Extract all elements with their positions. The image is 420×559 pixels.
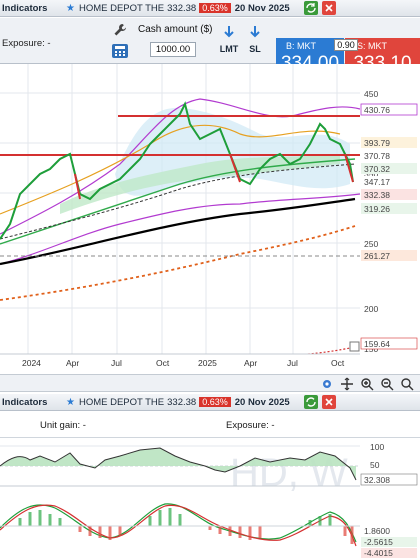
- price-tick-250: 250: [364, 239, 378, 249]
- instrument-name-2: HOME DEPOT THE: [78, 396, 165, 408]
- macd-value-2: -2.5615: [364, 537, 393, 547]
- chart-grid: [0, 64, 360, 354]
- price-down-segments: [74, 153, 354, 200]
- macd-histogram-positive: [18, 508, 332, 526]
- marker-resistance: 370.78: [364, 151, 390, 161]
- zoom-out-icon[interactable]: [380, 377, 394, 391]
- price-tick-200: 200: [364, 304, 378, 314]
- price-change-badge: 0.63%: [199, 3, 231, 13]
- x-label-oct-2025: Oct: [331, 358, 345, 368]
- info-icon[interactable]: [349, 341, 360, 352]
- position-info-row: Unit gain: - Exposure: -: [0, 412, 420, 438]
- pan-icon[interactable]: [340, 377, 354, 391]
- x-label-jul-2025: Jul: [287, 358, 298, 368]
- green-band: [60, 154, 340, 214]
- oscillator-line: [0, 447, 357, 481]
- indicator-panel[interactable]: HD, W 100 50 32.308 1.8600 -2.5615 -4.40…: [0, 438, 420, 559]
- x-label-2024: 2024: [22, 358, 41, 368]
- marker-upper-band: 430.76: [364, 105, 390, 115]
- limit-order-label: LMT: [219, 44, 239, 54]
- price-markers: 430.76 393.79 370.78 370.32 347.17 332.3…: [360, 103, 418, 350]
- long-ma-line: [0, 197, 356, 266]
- marker-black-ma: 347.17: [364, 177, 390, 187]
- stop-loss-label: SL: [249, 44, 261, 54]
- instrument-price-2: 332.38: [167, 396, 197, 408]
- x-label-apr-2025: Apr: [244, 358, 257, 368]
- price-series-line: [0, 101, 354, 240]
- marker-dashed-ma: 370.32: [364, 164, 390, 174]
- exposure-label: Exposure: -: [2, 38, 51, 49]
- close-icon-2[interactable]: [321, 395, 336, 409]
- cash-amount-input[interactable]: 1000.00: [150, 42, 196, 57]
- x-label-oct-2024: Oct: [156, 358, 170, 368]
- refresh-icon[interactable]: [303, 1, 318, 15]
- x-axis-bg: [0, 354, 360, 374]
- unit-gain-label: Unit gain: -: [40, 420, 86, 431]
- calculator-icon[interactable]: [112, 44, 128, 58]
- instrument-date-2: 20 Nov 2025: [234, 396, 290, 408]
- macd-value-3: -4.4015: [364, 548, 393, 558]
- indicators-title-2[interactable]: Indicators: [2, 396, 48, 408]
- star-icon-2[interactable]: ★: [66, 396, 75, 408]
- price-tick-450: 450: [364, 89, 378, 99]
- x-label-apr-2024: Apr: [66, 358, 79, 368]
- sell-label: S: MKT: [357, 41, 388, 51]
- price-change-badge-2: 0.63%: [199, 397, 231, 407]
- osc-tick-100: 100: [370, 442, 384, 452]
- signal-line: [0, 504, 357, 547]
- osc-value: 32.308: [364, 475, 390, 485]
- zoom-in-icon[interactable]: [360, 377, 374, 391]
- reset-zoom-icon[interactable]: [400, 377, 414, 391]
- instrument-date: 20 Nov 2025: [234, 2, 290, 14]
- marker-orange-ma: 393.79: [364, 138, 390, 148]
- trade-panel: Exposure: - Cash amount ($) 1000.00 LMT …: [0, 18, 420, 82]
- macd-histogram-negative: [78, 526, 354, 544]
- stop-loss-icon: [250, 26, 260, 38]
- wrench-icon[interactable]: [112, 22, 128, 38]
- x-label-jul-2024: Jul: [111, 358, 122, 368]
- marker-green-ma: 319.26: [364, 204, 390, 214]
- marker-last-price: 332.38: [364, 190, 390, 200]
- close-icon[interactable]: [321, 1, 336, 15]
- price-chart[interactable]: 450 400 350 300 250 200 150 430.76 393.7…: [0, 64, 420, 374]
- cash-amount-label: Cash amount ($): [138, 24, 213, 35]
- refresh-icon-2[interactable]: [303, 395, 318, 409]
- lower-band-line: [0, 193, 361, 265]
- stop-loss-button[interactable]: SL: [244, 22, 266, 60]
- second-toolbar: Indicators ★ HOME DEPOT THE 332.38 0.63%…: [0, 394, 420, 411]
- limit-order-icon: [224, 26, 234, 38]
- star-icon[interactable]: ★: [66, 2, 75, 14]
- macd-value-1: 1.8600: [364, 526, 390, 536]
- limit-order-button[interactable]: LMT: [218, 22, 240, 60]
- settings-icon[interactable]: [320, 377, 334, 391]
- indicators-title[interactable]: Indicators: [2, 2, 48, 14]
- buy-label: B: MKT: [286, 41, 317, 51]
- exposure-label-2: Exposure: -: [226, 420, 275, 431]
- instrument-price: 332.38: [167, 2, 197, 14]
- oscillator-area: [0, 448, 356, 480]
- instrument-name: HOME DEPOT THE: [78, 2, 165, 14]
- upper-band-line: [0, 98, 361, 235]
- top-toolbar: Indicators ★ HOME DEPOT THE 332.38 0.63%…: [0, 0, 420, 17]
- marker-red-dotted: 159.64: [364, 339, 390, 349]
- osc-tick-50: 50: [370, 460, 380, 470]
- dashed-ma-line: [0, 163, 356, 240]
- chart-toolbar: [0, 374, 420, 392]
- orange-ma-line: [0, 124, 341, 215]
- spread-badge: 0.90: [334, 39, 358, 51]
- marker-orange-dashed: 261.27: [364, 251, 390, 261]
- x-label-2025: 2025: [198, 358, 217, 368]
